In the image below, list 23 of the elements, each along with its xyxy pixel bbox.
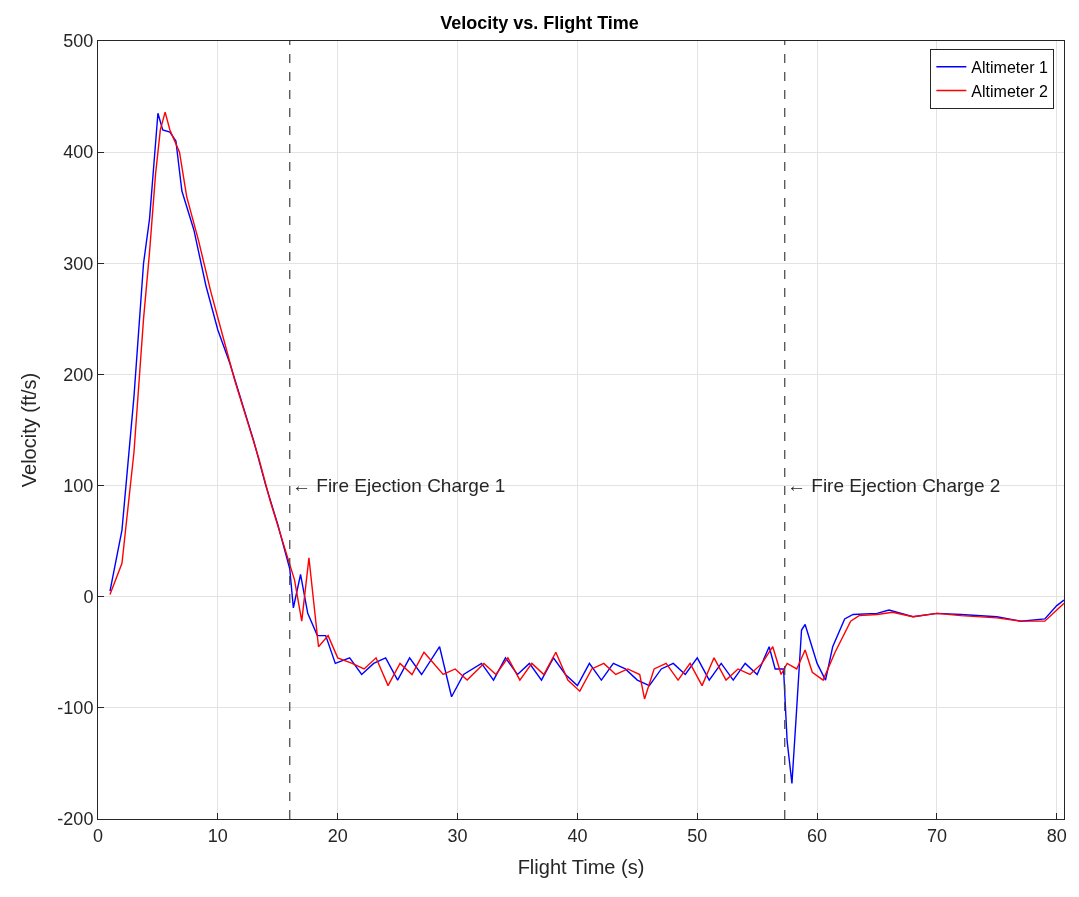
x-tick-label: 30 <box>447 825 468 846</box>
x-tick-label: 60 <box>807 825 828 846</box>
x-tick-label: 10 <box>207 825 228 846</box>
y-tick-label: -100 <box>57 698 94 719</box>
y-axis-title: Velocity (ft/s) <box>17 372 40 488</box>
x-tick-label: 70 <box>926 825 947 846</box>
legend-label: Altimeter 2 <box>971 82 1048 100</box>
chart-title: Velocity vs. Flight Time <box>440 12 639 33</box>
annotation: ← Fire Ejection Charge 2 <box>787 475 1001 496</box>
y-tick-label: 300 <box>63 253 94 274</box>
y-tick-label: 0 <box>83 587 94 608</box>
y-tick-label: 100 <box>63 475 94 496</box>
annotation: ← Fire Ejection Charge 1 <box>292 475 506 496</box>
x-tick-label: 80 <box>1046 825 1067 846</box>
y-tick-label: 500 <box>63 31 94 52</box>
x-tick-label: 20 <box>327 825 348 846</box>
y-tick-label: 400 <box>63 142 94 163</box>
y-tick-label: -200 <box>57 809 94 830</box>
y-tick-label: 200 <box>63 364 94 385</box>
legend-label: Altimeter 1 <box>971 58 1048 76</box>
x-tick-label: 50 <box>687 825 708 846</box>
x-axis-title: Flight Time (s) <box>517 856 645 879</box>
x-tick-label: 40 <box>567 825 588 846</box>
